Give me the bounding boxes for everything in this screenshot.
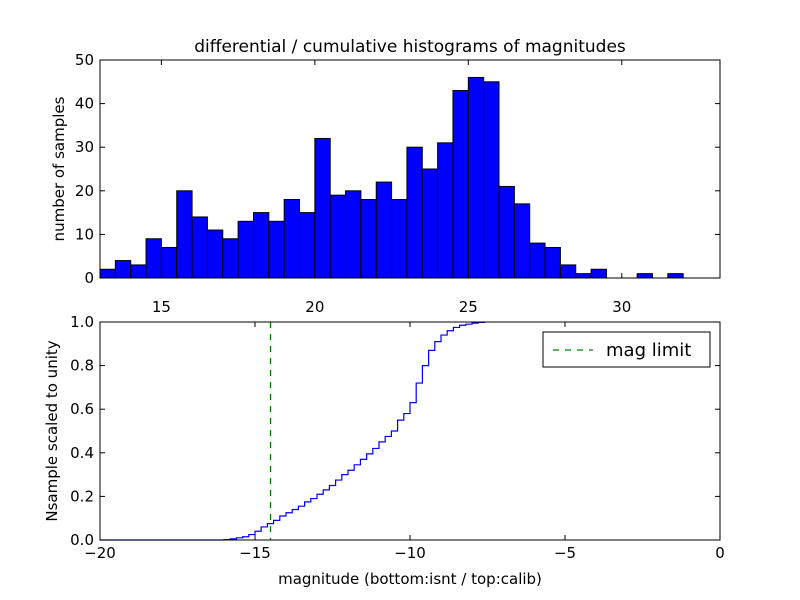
histogram-bar <box>206 229 224 279</box>
histogram-bar <box>667 273 684 279</box>
histogram-y-axis-label: number of samples <box>50 96 68 241</box>
histogram-bar <box>130 264 147 279</box>
cumulative-y-tick-label: 1.0 <box>70 313 94 331</box>
histogram-bar <box>575 273 592 279</box>
histogram-bar <box>268 220 285 279</box>
cumulative-y-axis-label: Nsample scaled to unity <box>43 340 61 521</box>
histogram-bar <box>391 199 408 279</box>
cumulative-x-tick-label: −5 <box>554 544 576 562</box>
histogram-panel: differential / cumulative histograms of … <box>50 37 721 316</box>
histogram-bar <box>421 168 439 279</box>
cumulative-x-tick-label: −15 <box>239 544 271 562</box>
histogram-y-tick-label: 50 <box>75 51 94 69</box>
histogram-bar <box>529 242 546 279</box>
histogram-bar <box>191 216 208 279</box>
cumulative-y-tick-label: 0.8 <box>70 357 94 375</box>
histogram-plot-frame <box>99 59 721 279</box>
histogram-bar <box>299 212 316 279</box>
histogram-bar <box>406 146 423 279</box>
cumulative-y-tick-label: 0.6 <box>70 400 94 418</box>
histogram-y-tick-label: 10 <box>75 225 94 243</box>
histogram-bar <box>345 190 362 279</box>
cumulative-panel: Nsample scaled to unity magnitude (botto… <box>43 313 725 588</box>
histogram-bar <box>176 190 193 279</box>
cumulative-y-tick-label: 0.4 <box>70 444 94 462</box>
histogram-bar <box>590 268 607 279</box>
histogram-bar <box>636 273 653 279</box>
histogram-bar <box>513 203 531 279</box>
histogram-bar <box>375 181 393 279</box>
histogram-bar <box>252 212 270 279</box>
histogram-bar <box>360 199 377 279</box>
histogram-bar <box>329 194 347 279</box>
histogram-y-tick-label: 20 <box>75 182 94 200</box>
histogram-bar <box>237 220 254 279</box>
histogram-bar <box>114 260 132 279</box>
histogram-title: differential / cumulative histograms of … <box>194 37 626 57</box>
histogram-bar <box>99 268 116 279</box>
histogram-bar <box>498 185 515 279</box>
histogram-bar <box>160 246 178 279</box>
histogram-y-tick-label: 0 <box>84 269 94 287</box>
histogram-bar <box>314 137 331 279</box>
histogram-bar <box>145 238 162 279</box>
histogram-y-tick-label: 30 <box>75 138 94 156</box>
histogram-bar <box>544 246 561 279</box>
cumulative-x-tick-label: −10 <box>394 544 426 562</box>
histogram-bar <box>437 142 454 279</box>
histogram-bar <box>483 81 500 279</box>
cumulative-step-line <box>100 321 485 541</box>
legend: mag limit <box>542 331 711 368</box>
histogram-bar <box>222 238 239 279</box>
histogram-x-tick-label: 15 <box>152 298 171 316</box>
histogram-bar <box>467 76 485 279</box>
histogram-bar <box>559 264 577 279</box>
histogram-y-tick-label: 40 <box>75 95 94 113</box>
cumulative-x-tick-label: −20 <box>84 544 116 562</box>
cumulative-x-tick-label: 0 <box>715 544 725 562</box>
histogram-bar <box>452 90 469 279</box>
legend-mag-limit-label: mag limit <box>606 340 691 361</box>
histogram-ticks: 15 20 25 30 0 10 20 30 40 50 <box>75 51 720 316</box>
cumulative-y-tick-label: 0.0 <box>70 531 94 549</box>
histogram-x-tick-label: 20 <box>305 298 324 316</box>
cumulative-x-axis-label: magnitude (bottom:isnt / top:calib) <box>278 570 542 588</box>
histogram-x-tick-label: 30 <box>612 298 631 316</box>
cumulative-ticks: −20 −15 −10 −5 0 0.0 0.2 0.4 0.6 0.8 1.0 <box>70 313 725 562</box>
histogram-bar <box>283 199 301 279</box>
histogram-x-tick-label: 25 <box>459 298 478 316</box>
cumulative-plot-frame <box>99 321 721 541</box>
cumulative-y-tick-label: 0.2 <box>70 487 94 505</box>
